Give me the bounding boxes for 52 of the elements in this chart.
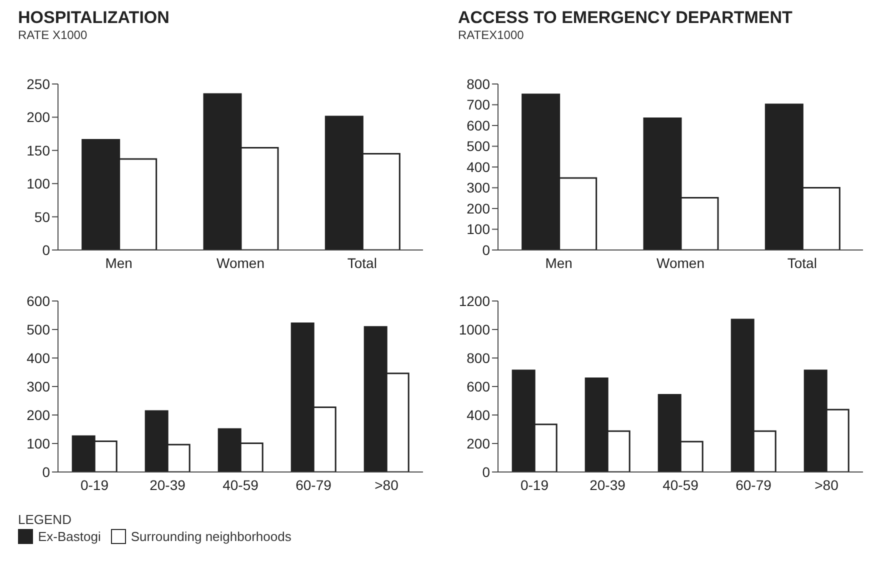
y-tick-label: 250 xyxy=(26,76,50,92)
y-tick-label: 400 xyxy=(466,406,490,423)
y-tick-label: 500 xyxy=(466,138,490,154)
y-tick-label: 300 xyxy=(26,378,50,394)
y-tick-label: 100 xyxy=(466,221,490,238)
y-tick-label: 0 xyxy=(42,242,50,258)
chart-title: ACCESS TO EMERGENCY DEPARTMENT xyxy=(458,8,794,28)
x-tick-label: Men xyxy=(105,254,132,271)
x-tick-label: 20-39 xyxy=(590,476,626,493)
chart-subtitle: RATEX1000 xyxy=(458,28,525,42)
x-tick-label: 40-59 xyxy=(222,476,259,493)
y-tick-label: 600 xyxy=(466,117,490,134)
x-tick-label: Women xyxy=(656,254,704,271)
y-tick-label: 600 xyxy=(26,292,50,309)
x-tick-label: Total xyxy=(347,254,377,271)
y-tick-label: 800 xyxy=(466,76,490,92)
x-tick-label: >80 xyxy=(814,476,839,493)
y-tick-label: 100 xyxy=(26,435,50,452)
x-tick-label: 60-79 xyxy=(296,476,332,493)
y-tick-label: 700 xyxy=(466,96,490,113)
x-tick-label: >80 xyxy=(374,476,399,493)
y-tick-label: 0 xyxy=(482,242,490,258)
x-tick-label: 20-39 xyxy=(150,476,186,493)
x-tick-label: 0-19 xyxy=(520,476,549,493)
legend-label: Surrounding neighborhoods xyxy=(130,529,292,544)
y-tick-label: 300 xyxy=(466,180,490,196)
y-tick-label: 400 xyxy=(26,350,50,366)
chart-subtitle: RATE X1000 xyxy=(18,28,88,42)
x-tick-label: 60-79 xyxy=(736,476,772,493)
y-tick-label: 200 xyxy=(466,200,490,216)
x-tick-label: Men xyxy=(545,254,572,271)
y-tick-label: 0 xyxy=(482,464,490,480)
x-tick-label: 40-59 xyxy=(662,476,699,493)
y-tick-label: 150 xyxy=(26,142,50,158)
y-tick-label: 0 xyxy=(42,464,50,480)
y-tick-label: 50 xyxy=(34,208,50,225)
x-tick-label: Women xyxy=(216,254,264,271)
x-tick-label: 0-19 xyxy=(80,476,109,493)
y-tick-label: 1200 xyxy=(458,292,490,309)
y-tick-label: 1000 xyxy=(458,321,490,338)
y-tick-label: 500 xyxy=(26,321,50,338)
y-tick-label: 200 xyxy=(466,435,490,452)
y-tick-label: 600 xyxy=(466,378,490,394)
legend-label: Ex-Bastogi xyxy=(38,529,101,544)
legend-title: LEGEND xyxy=(18,512,72,527)
chart-title: HOSPITALIZATION xyxy=(18,8,170,28)
y-tick-label: 200 xyxy=(26,109,50,126)
x-tick-label: Total xyxy=(787,254,817,271)
y-tick-label: 200 xyxy=(26,406,50,423)
y-tick-label: 100 xyxy=(26,176,50,192)
y-tick-label: 800 xyxy=(466,350,490,366)
y-tick-label: 400 xyxy=(466,158,490,175)
